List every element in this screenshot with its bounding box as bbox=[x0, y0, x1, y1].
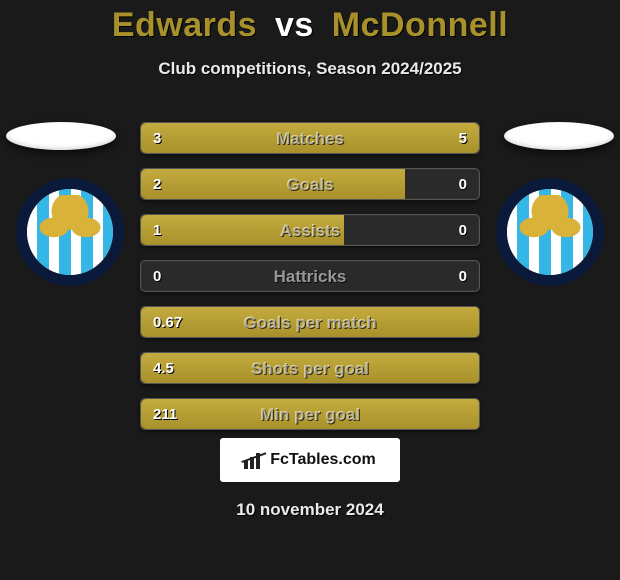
stat-value-right: 0 bbox=[459, 169, 467, 200]
player1-ellipse bbox=[6, 122, 116, 150]
vs-separator: vs bbox=[275, 6, 314, 44]
stats-bars: 35Matches20Goals10Assists00Hattricks0.67… bbox=[140, 122, 480, 444]
stat-fill-left bbox=[141, 215, 344, 245]
stat-fill-left bbox=[141, 123, 268, 153]
stat-label: Hattricks bbox=[141, 261, 479, 292]
stat-row: 10Assists bbox=[140, 214, 480, 246]
branding-logo: FcTables.com bbox=[220, 438, 400, 482]
branding-text: FcTables.com bbox=[270, 451, 376, 469]
stat-value-right: 0 bbox=[459, 261, 467, 292]
player2-club-badge bbox=[498, 180, 602, 284]
stat-value-right: 0 bbox=[459, 215, 467, 246]
stat-fill-left bbox=[141, 307, 479, 337]
stat-value-left: 0 bbox=[153, 261, 161, 292]
player1-name: Edwards bbox=[112, 6, 257, 44]
player2-ellipse bbox=[504, 122, 614, 150]
stat-fill-left bbox=[141, 169, 405, 199]
player1-club-badge bbox=[18, 180, 122, 284]
stat-row: 35Matches bbox=[140, 122, 480, 154]
stat-fill-right bbox=[268, 123, 479, 153]
stat-fill-left bbox=[141, 399, 479, 429]
stat-row: 211Min per goal bbox=[140, 398, 480, 430]
subtitle: Club competitions, Season 2024/2025 bbox=[0, 59, 620, 79]
badge-inner bbox=[507, 189, 593, 275]
stat-row: 4.5Shots per goal bbox=[140, 352, 480, 384]
stat-row: 0 0Hattricks bbox=[140, 260, 480, 292]
badge-inner bbox=[27, 189, 113, 275]
stat-fill-left bbox=[141, 353, 479, 383]
comparison-title: Edwards vs McDonnell bbox=[0, 0, 620, 45]
badge-eagle-icon bbox=[38, 195, 102, 249]
badge-eagle-icon bbox=[518, 195, 582, 249]
stat-row: 20Goals bbox=[140, 168, 480, 200]
chart-icon bbox=[244, 451, 266, 469]
player2-name: McDonnell bbox=[332, 6, 508, 44]
stat-row: 0.67Goals per match bbox=[140, 306, 480, 338]
date-label: 10 november 2024 bbox=[0, 500, 620, 520]
